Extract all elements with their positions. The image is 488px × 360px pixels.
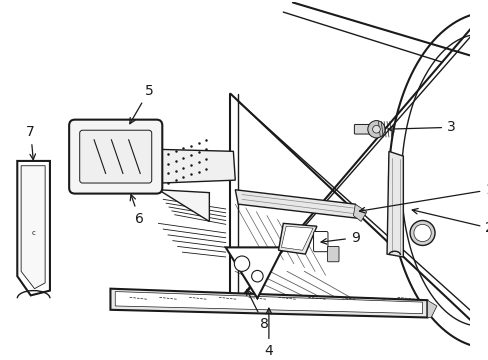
FancyBboxPatch shape: [327, 246, 338, 262]
Polygon shape: [235, 190, 359, 219]
Text: 9: 9: [321, 231, 359, 245]
Circle shape: [234, 256, 249, 271]
Text: 6: 6: [130, 195, 143, 226]
Polygon shape: [427, 300, 436, 318]
Text: 3: 3: [387, 120, 455, 134]
FancyBboxPatch shape: [313, 231, 327, 252]
FancyBboxPatch shape: [80, 130, 151, 183]
Polygon shape: [115, 292, 422, 314]
Polygon shape: [110, 289, 427, 318]
Text: 2: 2: [411, 208, 488, 235]
Circle shape: [372, 125, 380, 133]
Polygon shape: [17, 161, 50, 296]
Polygon shape: [225, 247, 283, 298]
Polygon shape: [386, 151, 403, 257]
Text: 4: 4: [264, 308, 273, 358]
Polygon shape: [353, 204, 366, 221]
Polygon shape: [161, 149, 235, 183]
Text: 8: 8: [246, 289, 268, 331]
Polygon shape: [278, 223, 316, 254]
FancyBboxPatch shape: [69, 120, 162, 194]
Circle shape: [367, 121, 385, 138]
Polygon shape: [158, 190, 209, 221]
FancyBboxPatch shape: [354, 125, 377, 134]
Circle shape: [409, 220, 434, 246]
Text: 7: 7: [26, 125, 36, 160]
Circle shape: [251, 270, 263, 282]
Polygon shape: [281, 226, 312, 250]
Text: 5: 5: [129, 84, 153, 124]
Text: c: c: [32, 230, 36, 236]
Polygon shape: [21, 166, 45, 289]
Text: 1: 1: [359, 183, 488, 213]
Circle shape: [413, 224, 430, 242]
